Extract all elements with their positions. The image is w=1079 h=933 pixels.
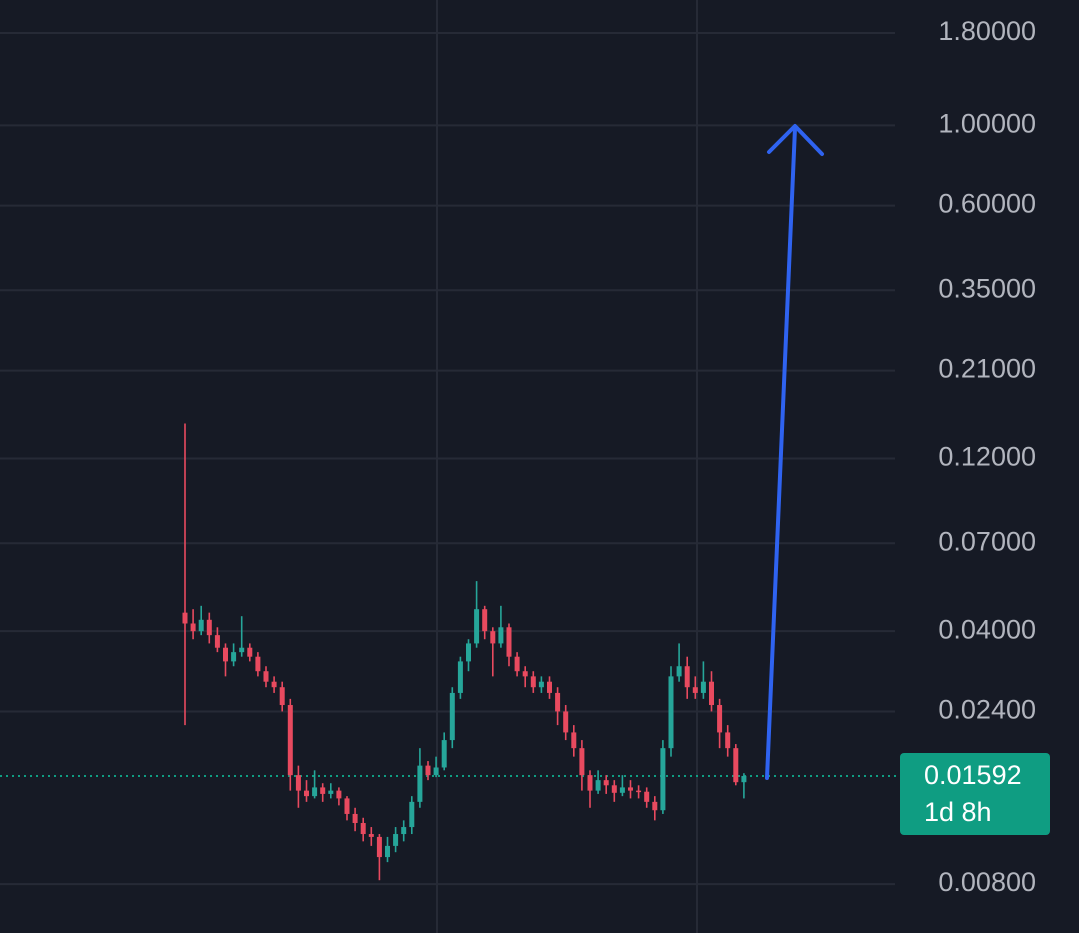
candle-body [668, 676, 674, 749]
candle-body [571, 732, 577, 749]
candle-body [474, 609, 480, 644]
candle-body [401, 827, 407, 835]
y-tick-label: 0.02400 [938, 695, 1036, 725]
candle-body [231, 652, 237, 662]
arrow-head [767, 124, 824, 156]
grid [0, 31, 900, 886]
last-price-tag: 0.01592 1d 8h [900, 753, 1050, 835]
candle-body [190, 623, 196, 632]
candle-body [636, 790, 642, 793]
candle-body [717, 705, 723, 733]
candle-body [733, 748, 739, 783]
candle-body [466, 643, 471, 662]
candle-body [328, 790, 334, 794]
candle-body [198, 619, 204, 632]
price-axis: 1.80000 1.00000 0.60000 0.35000 0.21000 0.120… [938, 16, 1036, 897]
candle-body [320, 787, 326, 794]
candle-body [514, 656, 520, 672]
y-tick-label: 0.04000 [938, 614, 1036, 644]
candle-body [700, 681, 706, 693]
candle-body [522, 671, 528, 677]
candle-body [587, 775, 593, 791]
arrow-shaft [765, 126, 797, 780]
candle-body [344, 798, 350, 814]
candle-body [409, 801, 415, 828]
candle-body [498, 627, 504, 644]
candle-body [579, 748, 585, 776]
candle-body [360, 823, 366, 835]
candle-body [660, 748, 666, 811]
candle-body [506, 627, 512, 657]
candle-body [352, 813, 358, 824]
candle-body [247, 647, 253, 657]
candle-body [441, 740, 447, 768]
y-tick-label: 0.60000 [938, 189, 1036, 219]
y-tick-label: 0.00800 [938, 867, 1036, 897]
candle-body [628, 787, 633, 791]
candle-body [263, 671, 269, 682]
candle-body [530, 676, 536, 688]
candle-body [611, 785, 617, 793]
candle-body [725, 732, 731, 749]
y-tick-label: 0.21000 [938, 354, 1036, 384]
candle-body [595, 780, 601, 791]
candle-body [563, 711, 569, 733]
candle-body [652, 801, 658, 811]
candle-body [644, 791, 650, 802]
candle-body [709, 681, 714, 706]
candle-body [206, 619, 212, 636]
candle-body [182, 612, 188, 624]
candle-body [692, 687, 698, 693]
candle-body [741, 775, 747, 783]
candles [182, 423, 747, 881]
last-price-label: 0.01592 [924, 760, 1022, 790]
candle-body [255, 656, 261, 672]
candle-body [555, 692, 561, 712]
y-tick-label: 1.80000 [938, 16, 1036, 46]
candle-body [312, 787, 318, 797]
candle-body [457, 661, 463, 693]
y-tick-label: 0.12000 [938, 442, 1036, 472]
countdown-label: 1d 8h [924, 797, 992, 827]
candle-body [603, 780, 609, 786]
candle-body [490, 631, 496, 644]
candle-body [336, 790, 342, 799]
candle-body [538, 681, 544, 688]
y-tick-label: 1.00000 [938, 108, 1036, 138]
candle-body [271, 681, 277, 688]
candle-body [385, 845, 390, 858]
candle-body [676, 666, 682, 677]
last-price-box [900, 753, 1050, 835]
arrow-annotation [765, 124, 824, 780]
candle-body [368, 834, 374, 837]
candle-body [223, 647, 228, 662]
candle-body [425, 765, 431, 776]
candle-body [304, 790, 309, 797]
candle-body [684, 666, 690, 688]
candle-body [547, 681, 552, 693]
candle-body [449, 692, 455, 741]
candle-body [239, 647, 245, 653]
candle-body [376, 836, 382, 858]
candle-body [619, 787, 625, 793]
candle-body [214, 635, 220, 648]
candle-body [295, 775, 301, 791]
y-tick-label: 0.35000 [938, 273, 1036, 303]
candle-body [287, 705, 293, 776]
candle-body [393, 834, 399, 846]
candle-body [279, 687, 285, 706]
candle-body [417, 765, 423, 802]
candle-body [433, 767, 439, 776]
y-tick-label: 0.07000 [938, 526, 1036, 556]
candle-body [482, 609, 488, 632]
